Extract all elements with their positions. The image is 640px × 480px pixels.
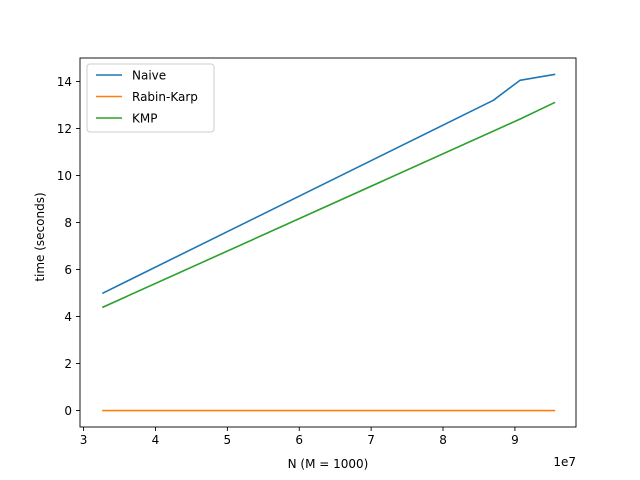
x-tick-label: 4 — [152, 433, 160, 447]
plot-frame — [79, 57, 577, 428]
x-tick-label: 3 — [80, 433, 88, 447]
series-line-kmp — [101, 101, 556, 309]
series-layer — [101, 73, 556, 412]
axes-layer — [79, 57, 577, 428]
series-line-naive — [101, 73, 556, 295]
legend: Naive Rabin-Karp KMP — [86, 63, 215, 133]
x-tick-label: 8 — [439, 433, 447, 447]
ticks-layer: 3 4 5 6 7 8 9 0 2 4 6 8 10 12 14 — [57, 75, 519, 447]
y-tick-label: 12 — [57, 122, 72, 136]
y-tick-label: 0 — [64, 404, 72, 418]
x-tick-label: 6 — [295, 433, 303, 447]
y-tick-label: 10 — [57, 169, 72, 183]
legend-frame — [86, 63, 215, 133]
x-axis-label: N (M = 1000) — [288, 457, 369, 471]
x-tick-label: 7 — [367, 433, 375, 447]
x-tick-label: 5 — [224, 433, 232, 447]
y-tick-label: 8 — [64, 216, 72, 230]
y-tick-label: 14 — [57, 75, 72, 89]
y-tick-label: 2 — [64, 357, 72, 371]
x-axis-offset-label: 1e7 — [553, 455, 576, 469]
y-tick-label: 4 — [64, 310, 72, 324]
y-tick-label: 6 — [64, 263, 72, 277]
x-tick-label: 9 — [511, 433, 519, 447]
legend-entry-label: Naive — [132, 69, 166, 83]
y-axis-label: time (seconds) — [33, 192, 47, 281]
legend-entry-label: Rabin-Karp — [132, 90, 198, 104]
legend-entry-label: KMP — [132, 112, 157, 126]
